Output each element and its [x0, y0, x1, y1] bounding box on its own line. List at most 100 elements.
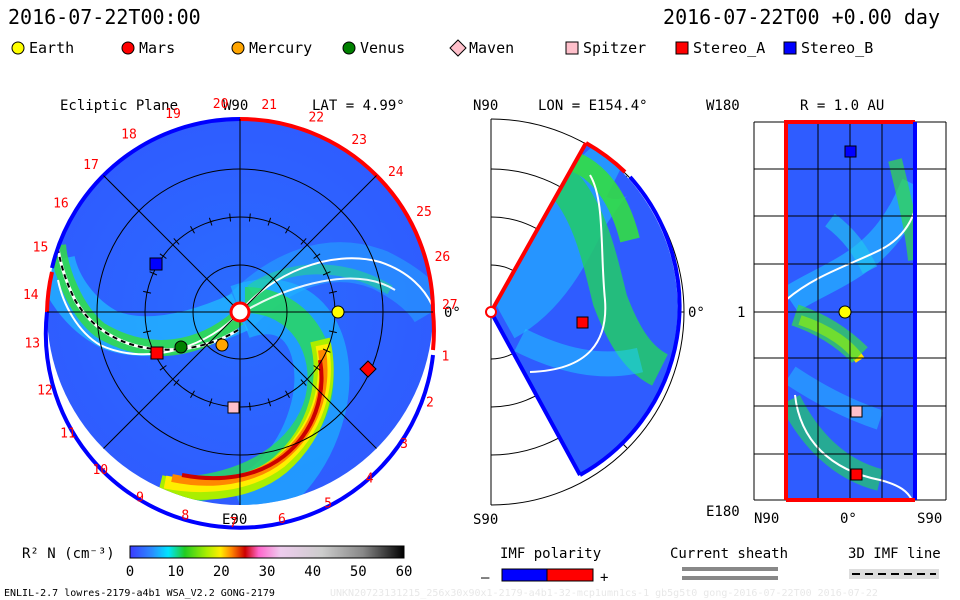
sphere-stereo-a-marker [850, 468, 863, 481]
meridional-bottom-label: S90 [473, 512, 498, 528]
sphere-bottom-label-n90: N90 [754, 511, 779, 527]
legend-venus-label: Venus [360, 39, 405, 57]
datetime-right: 2016-07-22T00 +0.00 day [663, 5, 940, 29]
legend-stereo-a-icon [675, 41, 689, 55]
carrington-label: 12 [37, 384, 53, 399]
venus-marker [174, 340, 188, 354]
sphere-earth-marker [838, 305, 852, 319]
ecliptic-top-label: W90 [223, 98, 248, 114]
datetime-left: 2016-07-22T00:00 [8, 5, 201, 29]
legend-stereo-b-icon [783, 41, 797, 55]
carrington-label: 11 [60, 427, 76, 442]
polarity-arc-negative [43, 311, 435, 530]
meridional-density-map [491, 143, 678, 475]
ecliptic-plane-panel: Ecliptic Plane W90 LAT = 4.99° E90 0° [23, 97, 461, 531]
carrington-label: 20 [213, 97, 229, 112]
colorbar-tick-label: 0 [126, 564, 134, 580]
sphere-bottom-label-0: 0° [840, 511, 857, 527]
carrington-label: 21 [261, 98, 277, 113]
current-sheath-line-2 [682, 576, 778, 580]
colorbar-tick-label: 60 [396, 564, 413, 580]
imf-line-title: 3D IMF line [848, 546, 941, 562]
carrington-label: 14 [23, 288, 39, 303]
current-sheath-title: Current sheath [670, 546, 788, 562]
carrington-label: 18 [121, 128, 137, 143]
ecliptic-lat-label: LAT = 4.99° [312, 98, 405, 114]
sun-icon [229, 301, 251, 323]
meridional-edge-negative [489, 311, 582, 476]
sphere-edge-positive [784, 120, 915, 500]
meridional-arc-positive [585, 141, 627, 174]
sphere-bottom-left-label: E180 [706, 504, 740, 520]
legend-mercury-icon [231, 41, 245, 55]
colorbar-tick-label: 20 [213, 564, 230, 580]
legend-spitzer-icon [565, 41, 579, 55]
imf-polarity-positive-swatch [546, 568, 594, 582]
meridional-right-label: 0° [688, 305, 705, 321]
carrington-label: 13 [24, 337, 40, 352]
meridional-plane-panel: N90 LON = E154.4° S90 0° [473, 98, 705, 528]
stereo-a-marker [150, 346, 164, 360]
carrington-label: 6 [278, 512, 286, 527]
mars-marker [359, 360, 377, 378]
meridional-sun-icon [485, 306, 497, 318]
colorbar-ticks: 0 10 20 30 40 50 60 [126, 564, 413, 580]
object-legend: Earth Mars Mercury Venus Maven Spitzer Stereo_… [11, 39, 873, 57]
legend-mercury-label: Mercury [249, 39, 312, 57]
mercury-marker [215, 338, 229, 352]
spitzer-marker [227, 401, 240, 414]
sphere-stereo-b-marker [844, 145, 857, 158]
carrington-label: 9 [136, 491, 144, 506]
sphere-mid-left-label: 1 [737, 305, 745, 321]
colorbar-tick-label: 40 [304, 564, 321, 580]
current-sheath-legend: Current sheath [670, 546, 788, 580]
stereo-b-marker [149, 257, 163, 271]
colorbar-tick-label: 50 [350, 564, 367, 580]
carrington-label: 19 [165, 107, 181, 122]
legend-venus-icon [342, 41, 356, 55]
polarity-arc-negative-2 [50, 117, 241, 269]
meridional-edge-positive [489, 142, 588, 313]
sphere-r-label: R = 1.0 AU [800, 98, 884, 114]
imf-polarity-negative-swatch [501, 568, 548, 582]
carrington-label: 27 [442, 298, 458, 313]
meridional-arc-negative [579, 175, 682, 477]
earth-marker [331, 305, 345, 319]
sphere-top-left-label: W180 [706, 98, 740, 114]
ecliptic-bottom-label: E90 [222, 512, 247, 528]
legend-maven-icon [449, 39, 467, 57]
carrington-label: 15 [33, 240, 49, 255]
carrington-label: 2 [426, 396, 434, 411]
carrington-label: 23 [351, 133, 367, 148]
legend-earth-icon [11, 41, 25, 55]
carrington-label: 1 [441, 350, 449, 365]
polarity-arc-positive-2 [431, 311, 436, 351]
carrington-label: 25 [416, 205, 432, 220]
imf-line-legend: 3D IMF line [848, 546, 941, 579]
carrington-label: 10 [92, 463, 108, 478]
carrington-label: 8 [181, 509, 189, 524]
legend-stereo-b-label: Stereo_B [801, 39, 873, 57]
imf-polarity-plus: + [600, 570, 608, 586]
imf-polarity-legend: IMF polarity – + [481, 546, 608, 586]
meridional-stereo-a-marker [576, 316, 589, 329]
colorbar-tick-label: 10 [167, 564, 184, 580]
carrington-label: 7 [229, 516, 237, 531]
colorbar-tick-label: 30 [259, 564, 276, 580]
legend-mars-icon [121, 41, 135, 55]
watermark-info: UNKN20723131215_256x30x90x1-2179-a4b1-32… [330, 588, 878, 599]
ecliptic-right-label: 0° [444, 305, 461, 321]
colorbar: R² N (cm⁻³) 0 10 20 30 40 50 60 [22, 545, 413, 580]
carrington-label: 16 [53, 196, 69, 211]
carrington-label: 26 [435, 250, 451, 265]
carrington-label: 3 [400, 437, 408, 452]
carrington-label: 17 [83, 158, 99, 173]
sphere-panel: W180 R = 1.0 AU E180 1 N90 0° S90 [706, 98, 947, 527]
earth-orbit-ticks [141, 213, 339, 411]
imf-polarity-minus: – [481, 570, 490, 586]
sphere-spitzer-marker [850, 405, 863, 418]
model-info: ENLIL-2.7 lowres-2179-a4b1 WSA_V2.2 GONG… [4, 588, 275, 599]
legend-maven-label: Maven [469, 39, 514, 57]
legend-earth-label: Earth [29, 39, 74, 57]
